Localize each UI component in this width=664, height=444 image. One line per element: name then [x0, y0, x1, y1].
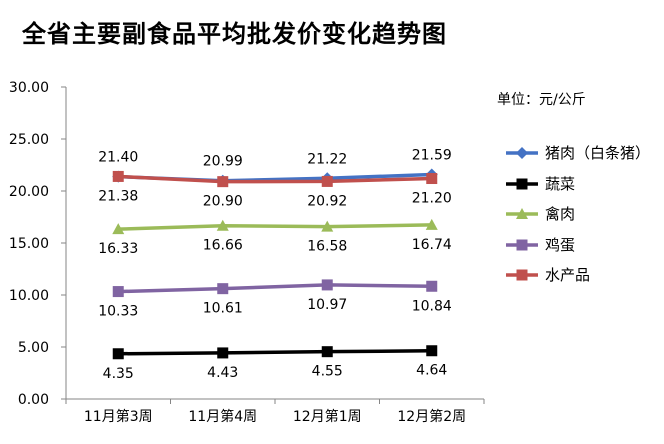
legend-swatch — [506, 239, 538, 250]
legend-swatch — [506, 147, 538, 159]
data-label: 16.33 — [98, 241, 138, 257]
x-tick-label: 12月第1周 — [293, 408, 362, 425]
data-label: 4.43 — [207, 365, 238, 381]
data-label: 16.58 — [307, 239, 347, 255]
data-label: 20.90 — [203, 194, 243, 210]
y-tick-label: 30.00 — [9, 80, 49, 96]
x-tick-label: 11月第4周 — [188, 408, 257, 425]
data-point-marker — [321, 175, 333, 187]
data-label: 10.84 — [412, 298, 452, 314]
unit-label: 单位：元/公斤 — [497, 92, 586, 108]
data-point-marker — [216, 219, 229, 231]
data-label: 21.38 — [98, 189, 138, 205]
chart-axes: 0.00 5.00 10.00 15.00 20.00 25.00 30.00 11月第3周 1… — [9, 80, 485, 425]
legend-label: 猪肉（白条猪） — [545, 144, 651, 162]
data-label: 4.64 — [416, 363, 447, 379]
legend-swatch — [506, 269, 538, 281]
series-line — [118, 283, 432, 294]
data-point-marker — [321, 346, 333, 358]
data-label: 20.99 — [203, 154, 243, 170]
data-point-marker — [217, 347, 229, 359]
y-tick-label: 15.00 — [9, 236, 49, 252]
data-point-marker — [321, 279, 333, 291]
y-tick-label: 5.00 — [18, 340, 49, 356]
series-line — [118, 348, 432, 356]
data-label: 21.59 — [412, 147, 452, 163]
chart-title: 全省主要副食品平均批发价变化趋势图 — [22, 19, 447, 48]
data-point-marker — [425, 218, 438, 230]
data-label: 20.92 — [307, 193, 347, 209]
legend-marker — [516, 269, 528, 281]
data-label: 10.97 — [307, 297, 347, 313]
chart-data-labels: 21.38 20.99 21.22 21.59 4.35 4.43 4.55 4.64 16.3… — [98, 147, 452, 381]
data-label: 4.55 — [312, 364, 343, 380]
data-label: 21.22 — [307, 151, 347, 167]
data-point-marker — [217, 283, 229, 295]
data-point-marker — [426, 173, 438, 185]
y-tick-label: 0.00 — [18, 392, 49, 408]
legend-marker — [516, 208, 528, 219]
data-point-marker — [112, 286, 124, 298]
data-point-marker — [112, 170, 124, 182]
data-label: 16.74 — [412, 237, 452, 253]
y-tick-label: 25.00 — [9, 132, 49, 148]
data-label: 10.33 — [98, 304, 138, 320]
legend-marker — [516, 178, 528, 189]
legend-label: 鸡蛋 — [545, 235, 576, 254]
chart-series — [112, 168, 438, 360]
y-tick-label: 10.00 — [9, 288, 49, 304]
legend-label: 蔬菜 — [545, 174, 576, 193]
data-point-marker — [321, 220, 334, 232]
data-point-marker — [112, 223, 125, 235]
series-line — [118, 223, 432, 231]
data-point-marker — [217, 176, 229, 188]
legend-marker — [516, 147, 528, 159]
legend-label: 禽肉 — [545, 205, 576, 223]
data-label: 4.35 — [103, 366, 134, 382]
y-tick-label: 20.00 — [9, 184, 49, 200]
data-label: 21.20 — [412, 191, 452, 207]
data-point-marker — [112, 348, 124, 360]
legend-swatch — [506, 208, 538, 219]
legend-marker — [516, 239, 528, 250]
legend-swatch — [506, 178, 538, 189]
data-point-marker — [426, 345, 438, 357]
series-line — [118, 174, 432, 184]
data-point-marker — [426, 280, 438, 292]
data-label: 16.66 — [203, 238, 243, 254]
x-tick-label: 12月第2周 — [397, 408, 466, 425]
legend-label: 水产品 — [545, 266, 591, 284]
x-tick-label: 11月第3周 — [84, 408, 153, 425]
data-label: 10.61 — [203, 301, 243, 317]
data-label: 21.40 — [98, 149, 138, 165]
